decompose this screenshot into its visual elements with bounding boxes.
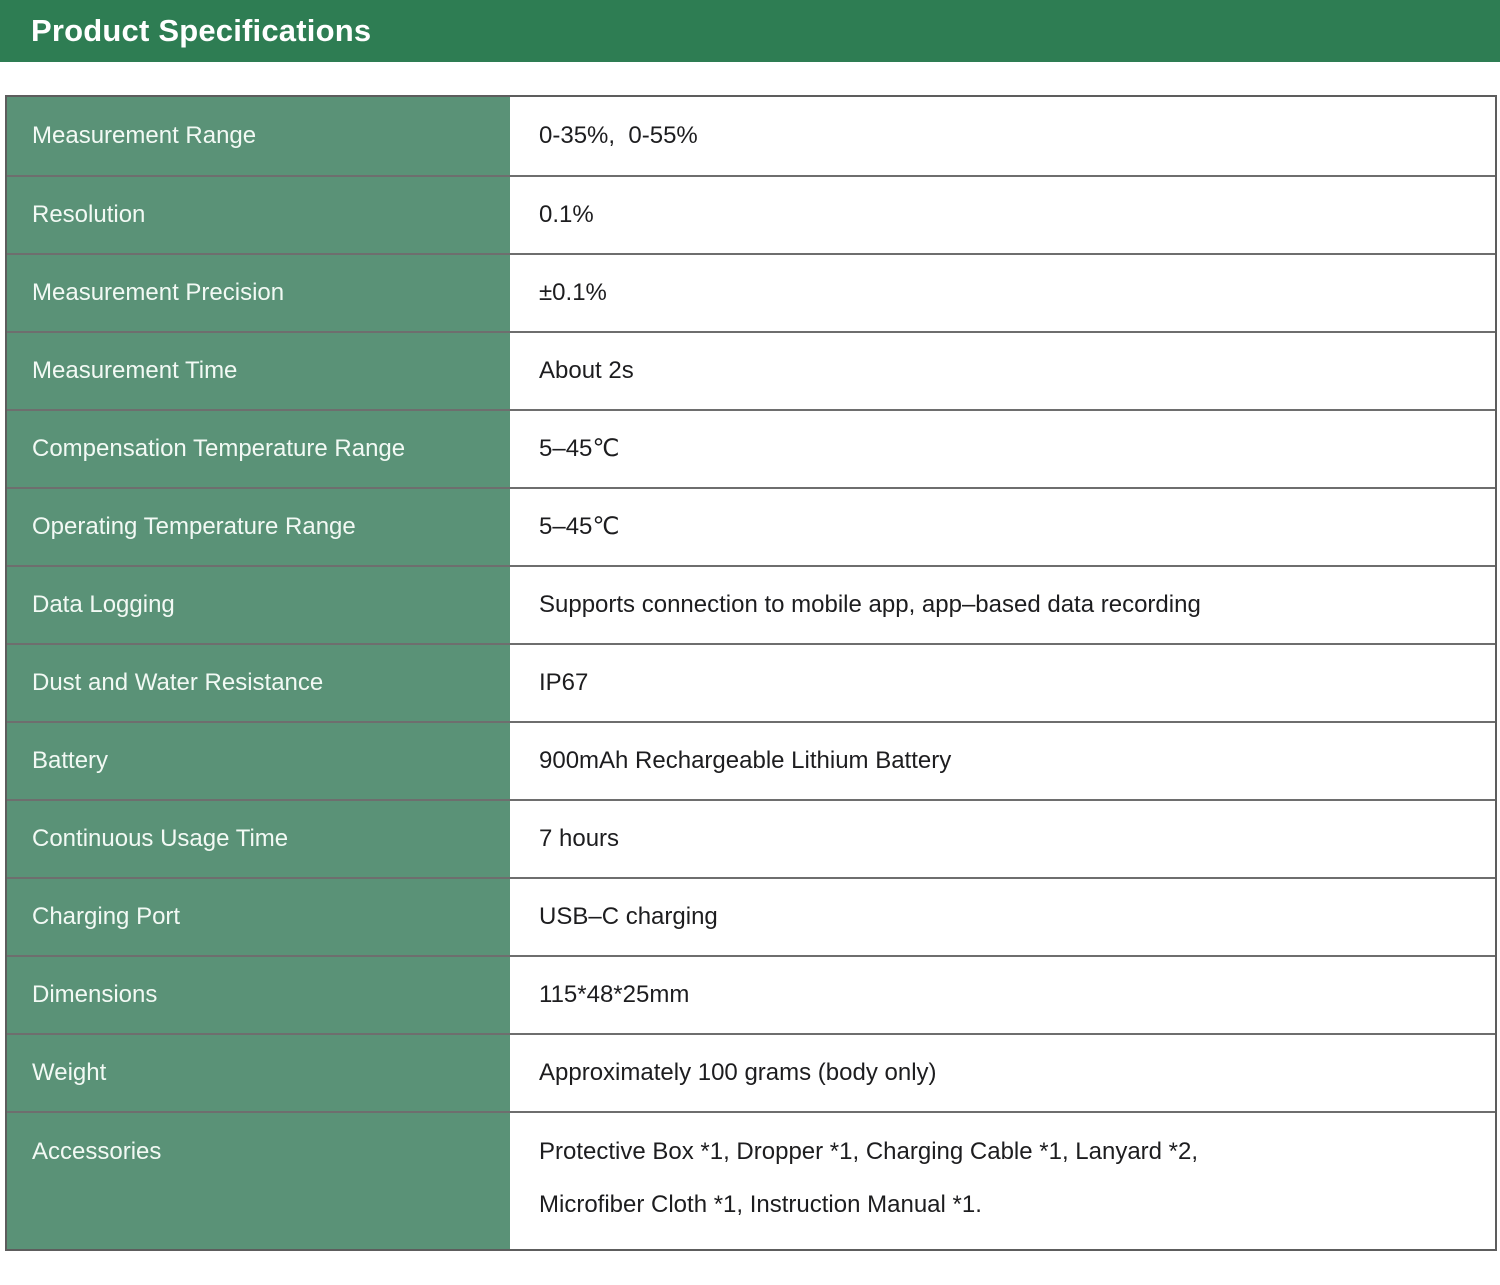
table-row: Measurement Precision ±0.1% [7,253,1495,331]
table-row: Weight Approximately 100 grams (body only… [7,1033,1495,1111]
spec-value-cell: 0-35%, 0-55% [510,97,1495,175]
spec-value-cell: ±0.1% [510,255,1495,331]
spec-value-cell: IP67 [510,645,1495,721]
spec-value: 900mAh Rechargeable Lithium Battery [539,747,952,774]
spec-label: Continuous Usage Time [32,825,289,852]
spec-label: Compensation Temperature Range [32,435,406,462]
spec-label-cell: Operating Temperature Range [7,489,510,565]
page-title: Product Specifications [31,13,372,48]
table-row: Dust and Water Resistance IP67 [7,643,1495,721]
table-row: Operating Temperature Range 5–45℃ [7,487,1495,565]
table-row: Measurement Range 0-35%, 0-55% [7,97,1495,175]
spec-label-cell: Charging Port [7,879,510,955]
spec-label-cell: Weight [7,1035,510,1111]
spec-label: Charging Port [32,903,181,930]
spec-table: Measurement Range 0-35%, 0-55% Resolution 0… [5,95,1497,1251]
table-row: Charging Port USB–C charging [7,877,1495,955]
spec-value-cell: Supports connection to mobile app, app–b… [510,567,1495,643]
table-row: Continuous Usage Time 7 hours [7,799,1495,877]
spec-value: IP67 [539,669,589,696]
spec-value-cell: 900mAh Rechargeable Lithium Battery [510,723,1495,799]
spec-label-cell: Compensation Temperature Range [7,411,510,487]
spec-label: Weight [32,1059,107,1086]
spec-label: Measurement Range [32,122,257,149]
spec-value-cell: Protective Box *1, Dropper *1, Charging … [510,1113,1495,1249]
spec-label: Accessories [32,1138,162,1165]
spec-value: 5–45℃ [539,435,620,462]
spec-label-cell: Dimensions [7,957,510,1033]
spec-value: 7 hours [539,825,620,852]
spec-label-cell: Accessories [7,1113,510,1249]
spec-value-cell: About 2s [510,333,1495,409]
spec-value-cell: USB–C charging [510,879,1495,955]
spec-label-cell: Resolution [7,177,510,253]
spec-value: ±0.1% [539,279,607,306]
spec-value-cell: Approximately 100 grams (body only) [510,1035,1495,1111]
spec-value: About 2s [539,357,634,384]
table-row: Compensation Temperature Range 5–45℃ [7,409,1495,487]
spec-value: Supports connection to mobile app, app–b… [539,591,1201,618]
spec-label: Measurement Time [32,357,238,384]
spec-label-cell: Measurement Range [7,97,510,175]
table-row: Accessories Protective Box *1, Dropper *1… [7,1111,1495,1249]
spec-label: Battery [32,747,109,774]
table-row: Data Logging Supports connection to mobil… [7,565,1495,643]
title-bar: Product Specifications [0,0,1500,62]
spec-value-cell: 5–45℃ [510,489,1495,565]
spec-label-cell: Measurement Time [7,333,510,409]
table-row: Resolution 0.1% [7,175,1495,253]
spec-label: Data Logging [32,591,175,618]
spec-value-cell: 5–45℃ [510,411,1495,487]
spec-value: 5–45℃ [539,513,620,540]
table-row: Measurement Time About 2s [7,331,1495,409]
spec-value: Approximately 100 grams (body only) [539,1059,937,1086]
spec-value-cell: 115*48*25mm [510,957,1495,1033]
spec-value: 0.1% [539,201,594,228]
spec-label-cell: Data Logging [7,567,510,643]
table-row: Battery 900mAh Rechargeable Lithium Batte… [7,721,1495,799]
spec-label: Measurement Precision [32,279,285,306]
spec-value: USB–C charging [539,903,718,930]
spec-label-cell: Dust and Water Resistance [7,645,510,721]
spec-label-cell: Continuous Usage Time [7,801,510,877]
spec-label: Operating Temperature Range [32,513,356,540]
spec-value-cell: 7 hours [510,801,1495,877]
spec-value: 115*48*25mm [539,981,690,1008]
spec-label-cell: Measurement Precision [7,255,510,331]
spec-value: 0-35%, 0-55% [539,122,698,149]
spec-label: Resolution [32,201,146,228]
spec-label: Dust and Water Resistance [32,669,324,696]
spec-value: Protective Box *1, Dropper *1, Charging … [539,1138,1199,1218]
spec-label: Dimensions [32,981,158,1008]
spec-label-cell: Battery [7,723,510,799]
spec-value-cell: 0.1% [510,177,1495,253]
table-row: Dimensions 115*48*25mm [7,955,1495,1033]
